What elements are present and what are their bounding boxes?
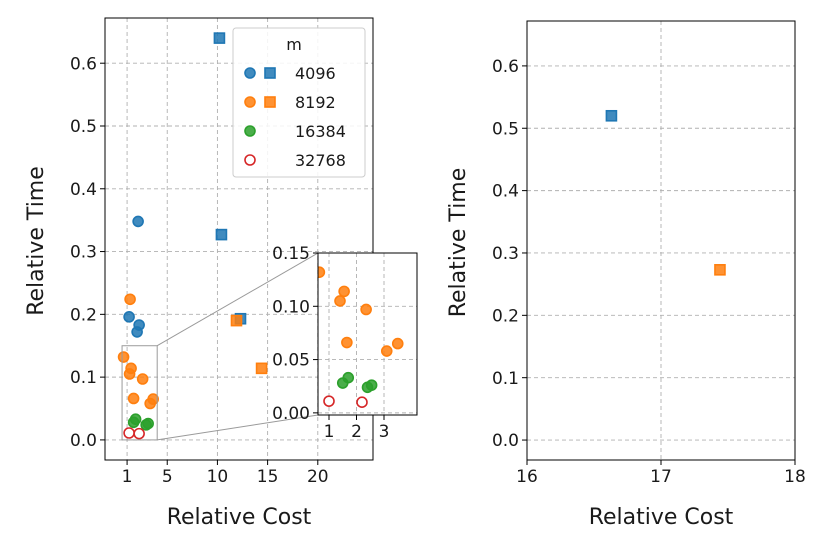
right-ytick-label: 0.6 [492,57,519,77]
left-point-8192 [147,393,159,405]
legend-title: m [286,35,302,54]
left-point-8192 [136,373,149,385]
left-point-4096 [215,228,228,241]
legend-entry: 8192 [244,93,336,112]
right-points [605,109,726,276]
left-point-4096 [133,319,145,331]
legend-label: 32768 [295,151,346,170]
left-ytick-label: 0.1 [70,368,97,388]
legend-marker-circle [244,67,256,79]
legend-marker-square [264,67,276,79]
legend-marker-square [264,96,276,108]
left-point-8192 [255,362,268,375]
left-ytick-label: 0.0 [70,431,97,451]
inset-point-8192 [391,337,404,350]
legend-marker-open-circle [244,154,256,166]
legend: m 4096 8192 16384 32768 [232,27,366,178]
zoom-connector-bottom [157,414,319,441]
zoom-connector-top [156,252,319,347]
inset-axes: 1 2 3 0.00 0.05 0.10 0.15 [272,244,418,442]
inset-frame [317,252,418,416]
inset-point-8192 [380,345,393,357]
legend-box [232,27,366,178]
legend-entry: 16384 [244,122,346,141]
left-xtick-label: 1 [122,467,133,487]
left-ylabel: Relative Time [24,166,49,316]
right-frame [526,20,796,461]
right-xtick-label: 16 [516,467,538,487]
inset-point-16384 [365,379,378,391]
left-point-16384 [142,417,154,430]
left-point-4096 [123,311,135,323]
left-point-8192 [125,362,137,375]
inset-ytick-label: 0.05 [272,351,310,371]
right-xlabel: Relative Cost [589,505,734,530]
left-point-8192 [124,293,136,306]
left-xlabel: Relative Cost [167,505,312,530]
right-ylabel: Relative Time [446,168,471,318]
inset-xtick-label: 2 [351,422,362,442]
legend-marker-circle [244,96,256,108]
right-ytick-label: 0.0 [492,431,519,451]
left-ytick-label: 0.2 [70,305,97,325]
legend-label: 16384 [295,122,346,141]
inset-ytick-label: 0.00 [272,404,310,424]
right-ytick-label: 0.2 [492,306,519,326]
right-point-8192 [714,264,726,276]
left-point-4096 [213,32,226,44]
right-axes: 16 17 18 0.0 0.1 0.2 0.3 0.4 0.5 0.6 Relative Cost… [446,20,806,530]
inset-point-32768 [323,395,335,407]
left-xtick-label: 20 [307,467,329,487]
legend-entry: 32768 [244,151,346,170]
inset-point-32768 [356,396,368,409]
inset-ytick-label: 0.10 [272,297,310,317]
left-points [117,32,268,440]
right-point-4096 [605,109,618,122]
inset-ytick-label: 0.15 [272,244,310,264]
left-ytick-label: 0.4 [70,180,97,200]
zoom-region-box [121,345,158,441]
left-point-32768 [133,427,145,440]
left-ytick-label: 0.6 [70,54,97,74]
left-xtick-label: 15 [257,467,279,487]
left-point-16384 [129,413,142,425]
right-ytick-label: 0.1 [492,369,519,389]
right-ytick-label: 0.4 [492,182,519,202]
left-point-8192 [230,314,243,327]
legend-label: 4096 [295,64,336,83]
inset-point-8192 [318,266,326,278]
inset-point-8192 [334,295,346,307]
inset-point-8192 [338,285,350,298]
inset-point-16384 [342,371,355,384]
left-frame [104,17,374,461]
inset-point-8192 [360,303,372,316]
right-xtick-label: 18 [784,467,806,487]
left-point-4096 [132,215,144,228]
legend-marker-circle [244,125,256,137]
inset-points [318,266,404,409]
legend-entry: 4096 [244,64,336,83]
left-point-8192 [117,351,130,363]
left-xtick-label: 5 [162,467,173,487]
inset-xtick-label: 3 [379,422,390,442]
right-ytick-label: 0.3 [492,244,519,264]
right-xtick-label: 17 [650,467,672,487]
left-ytick-label: 0.5 [70,117,97,137]
left-xtick-label: 10 [207,467,229,487]
legend-label: 8192 [295,93,336,112]
left-point-32768 [123,427,135,439]
inset-xtick-label: 1 [324,422,335,442]
left-ytick-label: 0.3 [70,243,97,263]
right-ytick-label: 0.5 [492,119,519,139]
left-point-8192 [127,392,140,405]
inset-point-8192 [341,336,353,349]
